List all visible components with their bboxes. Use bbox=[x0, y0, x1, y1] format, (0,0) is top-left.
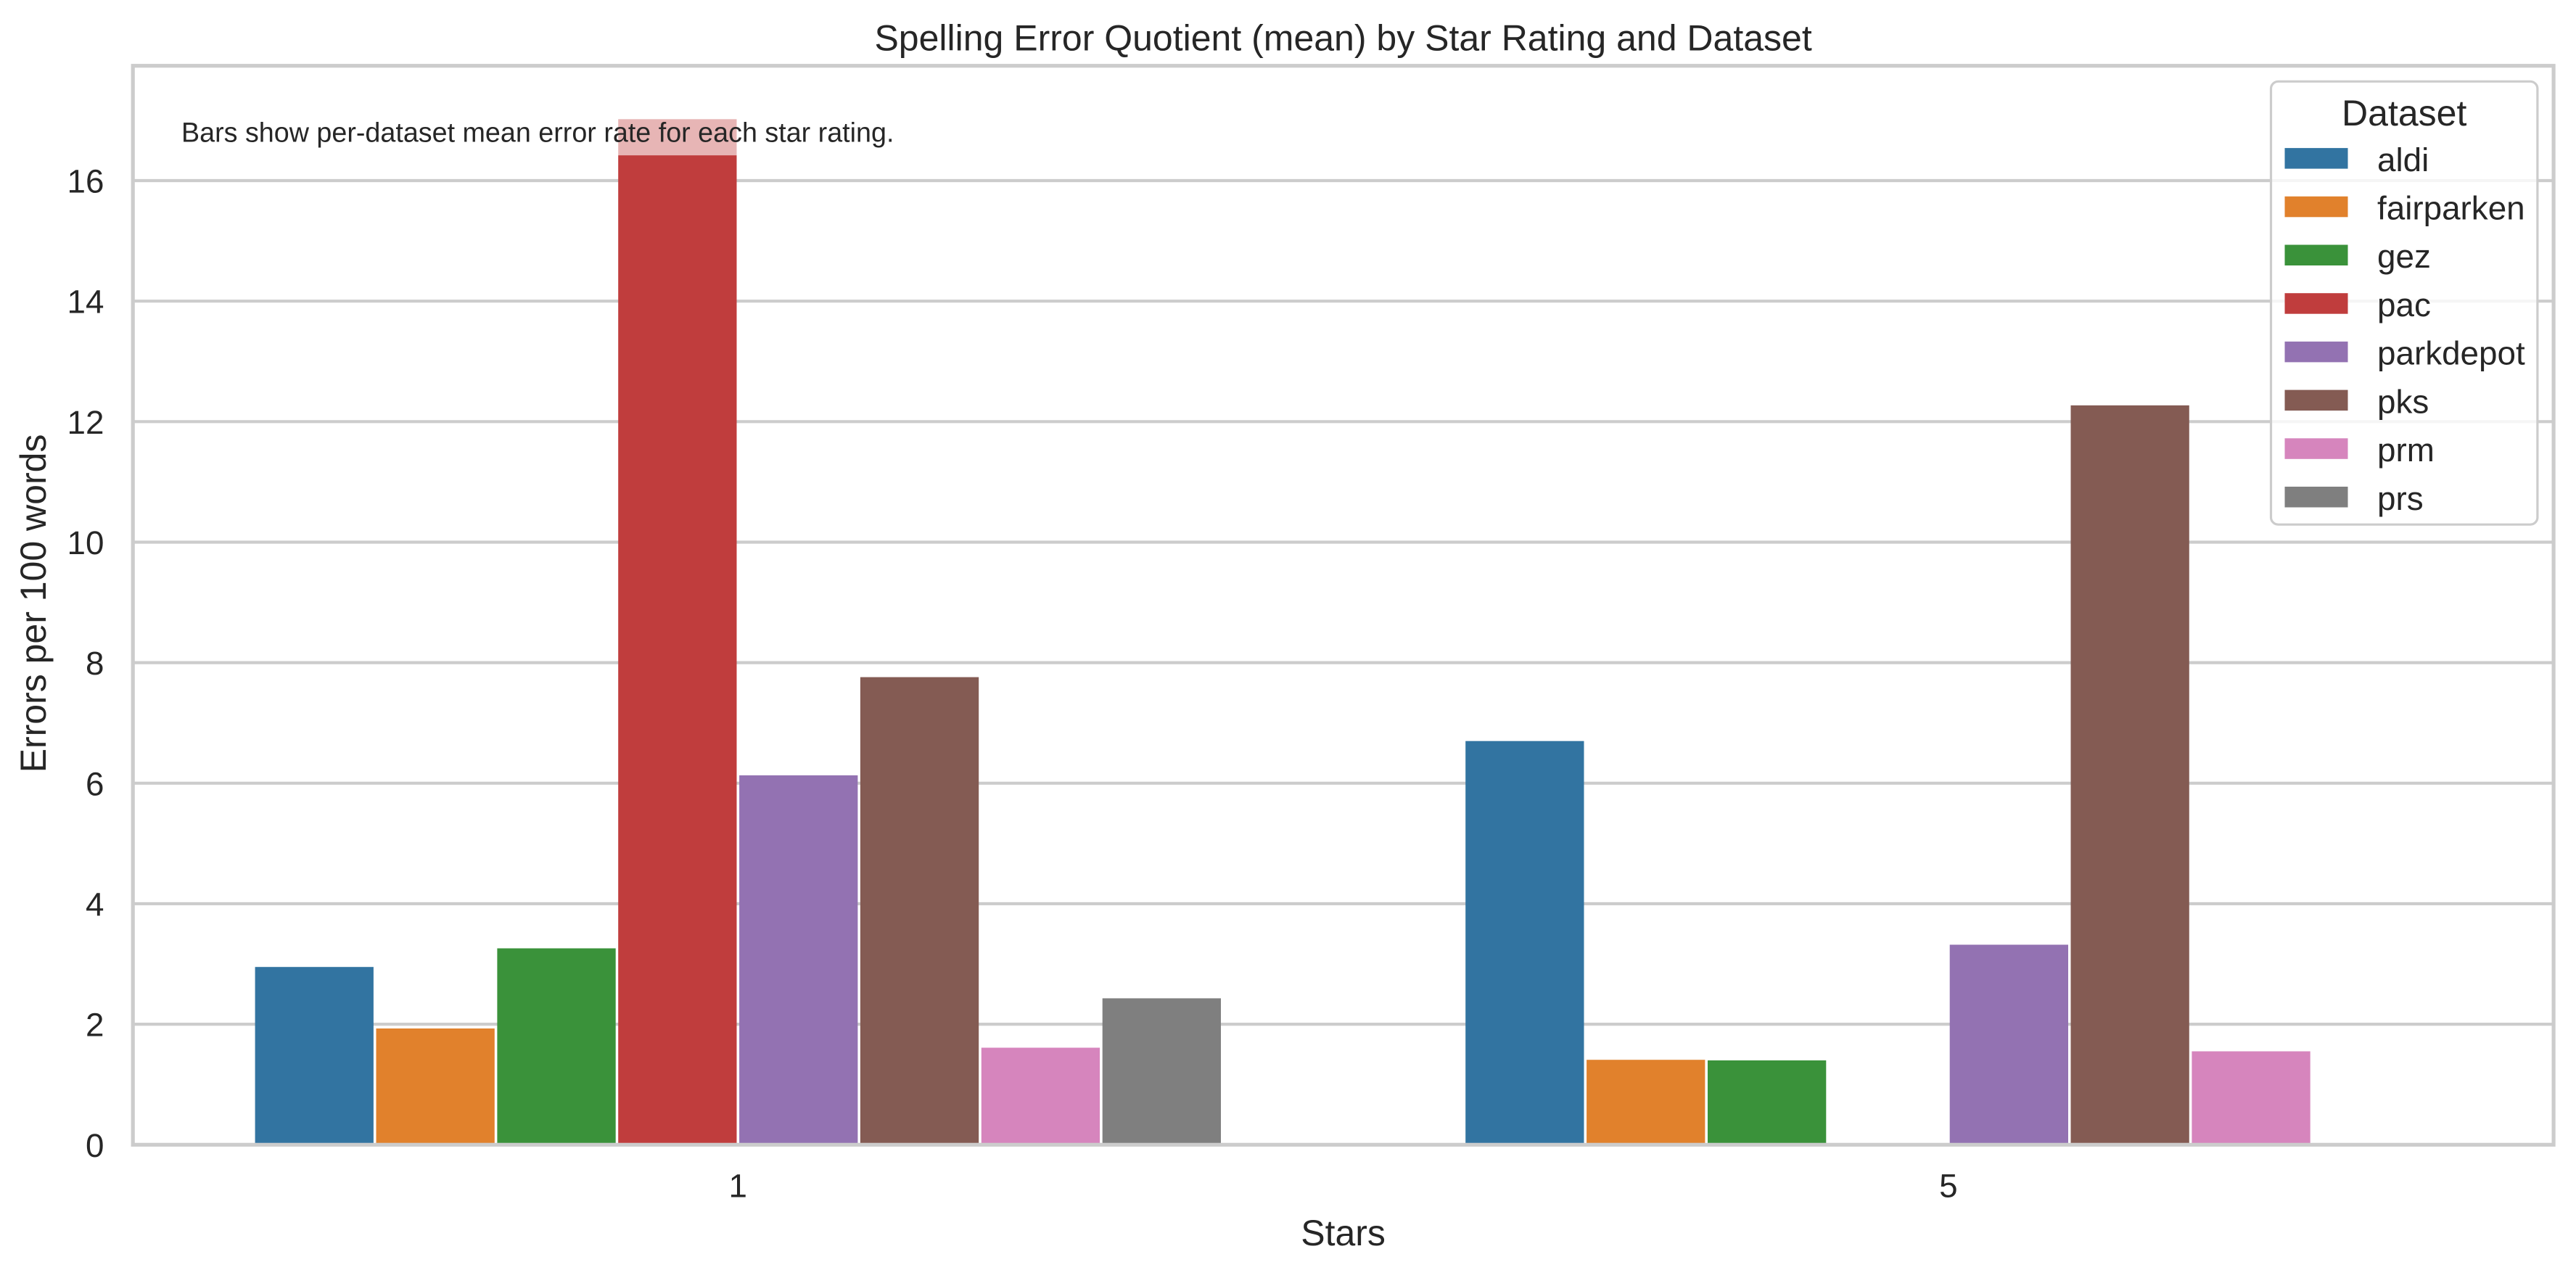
svg-text:Dataset: Dataset bbox=[2342, 93, 2466, 133]
svg-text:0: 0 bbox=[86, 1127, 104, 1164]
svg-text:5: 5 bbox=[1939, 1168, 1957, 1205]
svg-text:prs: prs bbox=[2377, 480, 2424, 517]
svg-text:4: 4 bbox=[86, 886, 104, 923]
svg-text:Stars: Stars bbox=[1301, 1213, 1386, 1253]
svg-text:Errors per 100 words: Errors per 100 words bbox=[13, 434, 54, 773]
svg-text:10: 10 bbox=[67, 524, 104, 561]
svg-text:16: 16 bbox=[67, 163, 104, 200]
svg-text:fairparken: fairparken bbox=[2377, 190, 2525, 227]
svg-text:Spelling Error Quotient (mean): Spelling Error Quotient (mean) by Star R… bbox=[874, 18, 1811, 59]
svg-text:8: 8 bbox=[86, 645, 104, 682]
svg-text:12: 12 bbox=[67, 404, 104, 441]
svg-text:pac: pac bbox=[2377, 286, 2431, 323]
svg-text:aldi: aldi bbox=[2377, 141, 2429, 178]
svg-text:Bars show per-dataset mean err: Bars show per-dataset mean error rate fo… bbox=[181, 117, 894, 148]
svg-text:pks: pks bbox=[2377, 383, 2429, 420]
svg-text:1: 1 bbox=[729, 1168, 747, 1205]
svg-text:parkdepot: parkdepot bbox=[2377, 335, 2525, 372]
svg-text:2: 2 bbox=[86, 1007, 104, 1044]
svg-text:prm: prm bbox=[2377, 432, 2435, 469]
svg-text:gez: gez bbox=[2377, 238, 2431, 275]
svg-text:6: 6 bbox=[86, 765, 104, 802]
svg-text:14: 14 bbox=[67, 284, 104, 321]
